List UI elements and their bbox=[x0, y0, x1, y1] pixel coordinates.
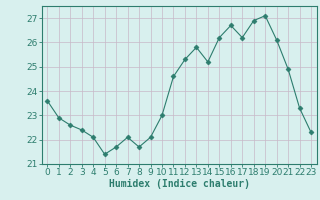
X-axis label: Humidex (Indice chaleur): Humidex (Indice chaleur) bbox=[109, 179, 250, 189]
